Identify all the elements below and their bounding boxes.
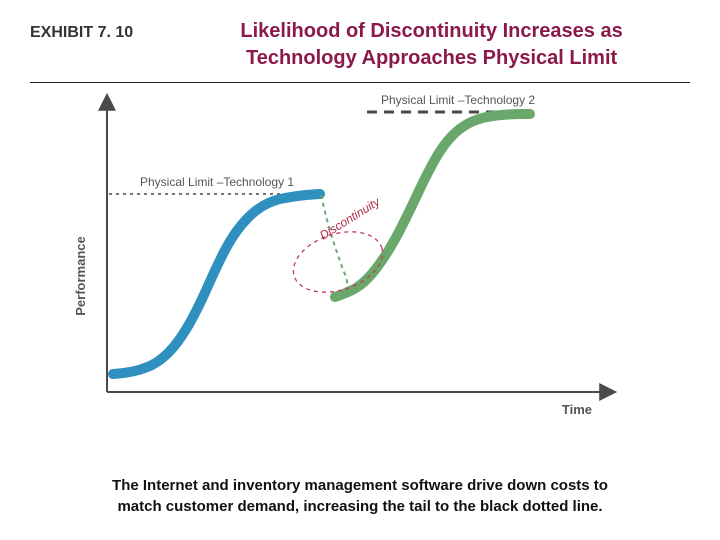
curve-technology-1 — [113, 194, 320, 374]
limit-tech-2-label: Physical Limit –Technology 2 — [381, 93, 535, 107]
exhibit-label: EXHIBIT 7. 10 — [30, 18, 133, 42]
page-title: Likelihood of Discontinuity Increases as… — [173, 18, 690, 72]
discontinuity-label: Discontinuity — [317, 194, 383, 242]
caption-line-1: The Internet and inventory management so… — [112, 477, 608, 494]
caption-line-2: match customer demand, increasing the ta… — [117, 498, 602, 515]
discontinuity-connector — [321, 195, 347, 296]
limit-tech-1-label: Physical Limit –Technology 1 — [140, 175, 294, 189]
s-curve-chart: Time Performance Physical Limit –Technolog… — [65, 92, 635, 447]
title-line-1: Likelihood of Discontinuity Increases as — [240, 20, 622, 42]
header-underline — [30, 82, 690, 83]
x-axis-label: Time — [562, 402, 592, 417]
title-line-2: Technology Approaches Physical Limit — [246, 47, 617, 69]
y-axis-label: Performance — [73, 236, 88, 315]
chart-svg: Time Performance Physical Limit –Technolog… — [65, 92, 635, 447]
caption: The Internet and inventory management so… — [0, 475, 720, 517]
